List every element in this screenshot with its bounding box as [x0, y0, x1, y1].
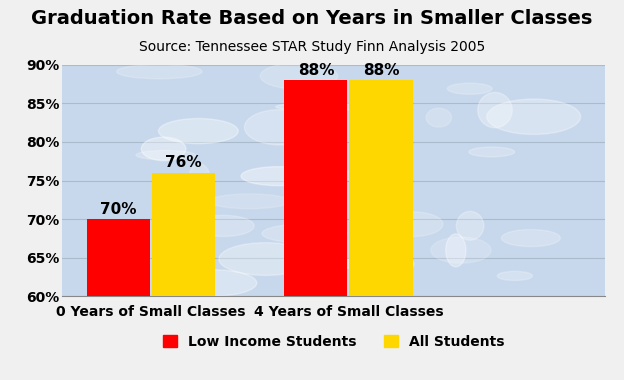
Ellipse shape	[456, 211, 484, 240]
Ellipse shape	[301, 236, 331, 254]
Ellipse shape	[497, 271, 532, 280]
Legend: Low Income Students, All Students: Low Income Students, All Students	[157, 329, 510, 355]
Text: Source: Tennessee STAR Study Finn Analysis 2005: Source: Tennessee STAR Study Finn Analys…	[139, 40, 485, 54]
Ellipse shape	[158, 119, 238, 144]
Ellipse shape	[262, 224, 347, 243]
Ellipse shape	[193, 215, 254, 236]
Text: Graduation Rate Based on Years in Smaller Classes: Graduation Rate Based on Years in Smalle…	[31, 10, 593, 28]
Ellipse shape	[447, 83, 492, 94]
Text: 70%: 70%	[100, 202, 137, 217]
Bar	[87, 219, 150, 296]
Ellipse shape	[431, 237, 491, 263]
Ellipse shape	[276, 103, 364, 111]
Text: 76%: 76%	[165, 155, 202, 171]
Ellipse shape	[478, 92, 512, 128]
Ellipse shape	[446, 234, 466, 267]
Ellipse shape	[117, 65, 202, 79]
Ellipse shape	[168, 270, 256, 296]
Ellipse shape	[502, 230, 560, 247]
Ellipse shape	[378, 238, 403, 276]
Ellipse shape	[141, 137, 186, 161]
Ellipse shape	[210, 194, 289, 209]
Bar	[152, 173, 215, 296]
Ellipse shape	[469, 147, 515, 157]
Ellipse shape	[371, 255, 414, 274]
Ellipse shape	[245, 110, 314, 145]
Text: 88%: 88%	[363, 63, 399, 78]
Ellipse shape	[241, 167, 316, 185]
Ellipse shape	[260, 63, 338, 89]
Text: 88%: 88%	[298, 63, 334, 78]
Ellipse shape	[188, 164, 210, 200]
Ellipse shape	[319, 171, 373, 179]
Bar	[285, 80, 348, 296]
Ellipse shape	[382, 212, 443, 236]
Ellipse shape	[136, 150, 195, 160]
Ellipse shape	[426, 108, 452, 127]
Ellipse shape	[324, 259, 407, 269]
Ellipse shape	[487, 99, 580, 135]
Ellipse shape	[219, 243, 312, 276]
Bar	[349, 80, 412, 296]
